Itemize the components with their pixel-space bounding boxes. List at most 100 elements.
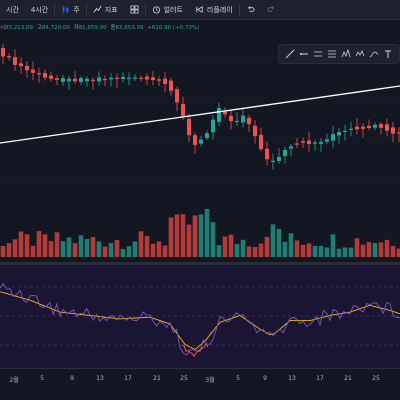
rsi-pane[interactable] (0, 265, 400, 368)
time-axis-label: 2월 (9, 377, 19, 384)
candle-body (235, 120, 239, 123)
rsi-oversold-segment (181, 343, 209, 358)
volume-bar (138, 231, 144, 257)
trend-line-icon[interactable] (285, 49, 295, 59)
alert-button[interactable]: 얼러트 (146, 0, 189, 20)
volume-bar (12, 239, 18, 257)
trendline[interactable] (0, 85, 400, 144)
candle-body (37, 73, 41, 75)
candle-body (31, 69, 35, 73)
candle-body (7, 56, 11, 58)
candle-body (337, 132, 341, 136)
time-axis-label: 9 (70, 375, 74, 382)
volume-bar (156, 241, 162, 257)
high-label: 고 (36, 25, 42, 31)
replay-icon (195, 5, 204, 14)
open-label: 시 (0, 25, 6, 31)
candle-body (271, 160, 275, 163)
candle-body (187, 118, 191, 136)
candle-body (319, 141, 323, 144)
candle-body (103, 78, 107, 81)
volume-bar (288, 233, 294, 257)
layouts-button[interactable] (124, 0, 145, 20)
change-value: +610.90 (+0.73%) (147, 25, 200, 31)
candle-body (49, 75, 53, 79)
candle-body (139, 77, 143, 79)
volume-bar (108, 243, 114, 257)
candle-body (61, 78, 65, 82)
volume-bar (282, 241, 288, 257)
time-axis[interactable]: 2월 5 9 13 17 21 25 3월 5 9 13 17 21 25 (0, 368, 400, 400)
candle-body (385, 124, 389, 131)
candle-body (277, 156, 281, 162)
indicators-button[interactable]: 지표 (87, 0, 124, 20)
alarm-clock-icon (152, 5, 161, 14)
volume-bar (258, 243, 264, 257)
replay-label: 리플레이 (206, 5, 233, 14)
pattern-icon[interactable] (341, 49, 351, 59)
volume-bar (162, 245, 168, 257)
replay-button[interactable]: 리플레이 (189, 0, 239, 20)
fib-icon[interactable] (327, 49, 337, 59)
redo-button[interactable] (261, 0, 282, 20)
volume-bar (96, 241, 102, 257)
candle-body (265, 148, 269, 160)
toolbar-divider (238, 3, 240, 16)
time-axis-label: 21 (344, 375, 352, 382)
volume-bar (120, 248, 126, 257)
ray-icon[interactable] (313, 49, 323, 59)
brush-icon[interactable] (369, 49, 379, 59)
volume-bar (144, 235, 150, 257)
candle-body (25, 65, 29, 71)
drawing-toolbar (278, 44, 400, 64)
volume-bar (318, 245, 324, 257)
candle-body (343, 130, 347, 132)
candle-body (97, 77, 101, 82)
volume-bar (186, 224, 192, 257)
text-icon[interactable] (383, 49, 393, 59)
horizontal-line-icon[interactable] (299, 49, 309, 59)
interval-prev-button[interactable]: 시간 (0, 0, 25, 20)
candle-body (145, 76, 149, 80)
redo-icon (267, 5, 276, 14)
low-value: 81,659.00 (78, 25, 107, 31)
alert-label: 얼러트 (163, 5, 183, 14)
candle-body (13, 57, 17, 65)
candle-body (205, 133, 209, 139)
candle-body (379, 124, 383, 128)
volume-bar (102, 246, 108, 257)
indicators-label: 지표 (104, 5, 118, 14)
volume-bar (36, 231, 42, 257)
volume-bar (360, 244, 366, 257)
candle-body (295, 143, 299, 145)
volume-bar (270, 224, 276, 257)
pane-divider[interactable] (0, 262, 400, 265)
candle-body (289, 146, 293, 149)
candle-body (85, 78, 89, 82)
candle-body (223, 111, 227, 115)
volume-bar (366, 242, 372, 257)
grid-icon (130, 5, 139, 14)
price-chart[interactable] (0, 20, 400, 262)
candle-body (163, 78, 167, 84)
volume-bar (306, 243, 312, 257)
candle-body (55, 78, 59, 80)
undo-button[interactable] (240, 0, 261, 20)
candle-body (1, 48, 5, 57)
candle-body (115, 77, 119, 79)
volume-bar (246, 246, 252, 257)
elliott-icon[interactable] (355, 49, 365, 59)
volume-bar (342, 247, 348, 257)
volume-bar (180, 214, 186, 257)
toolbar-divider (54, 3, 56, 16)
close-label: 종 (110, 25, 116, 31)
volume-bar (174, 214, 180, 257)
candle-body (79, 78, 83, 82)
time-axis-label: 13 (288, 375, 296, 382)
indicators-icon (93, 5, 102, 14)
chart-style-button[interactable]: 주 (55, 0, 85, 20)
time-axis-label: 9 (263, 375, 267, 382)
interval-button[interactable]: 4시간 (25, 0, 54, 20)
candle-body (307, 140, 311, 144)
volume-bar (198, 214, 204, 257)
